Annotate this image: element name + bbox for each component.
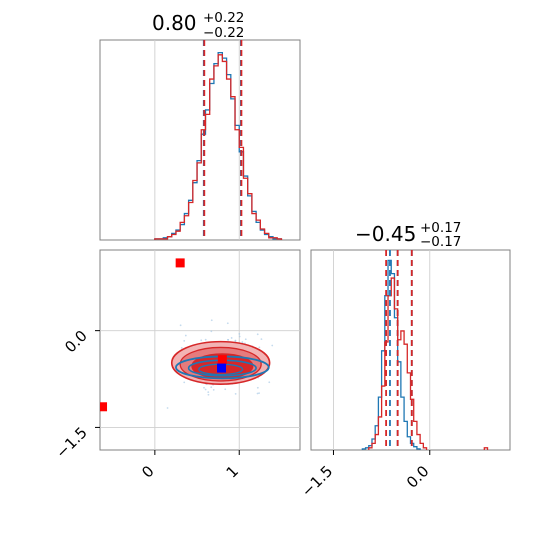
- param2-title-minus: −0.17: [420, 234, 461, 250]
- scatter-point: [226, 322, 229, 325]
- histogram-param1-red: [154, 54, 283, 240]
- tick-label-x-param2: −1.5: [298, 462, 336, 500]
- param2-title-value: −0.45: [355, 222, 416, 246]
- histogram-param2-frame: [310, 249, 511, 451]
- marker-red: [100, 402, 108, 412]
- scatter-point: [183, 381, 186, 384]
- scatter-point: [268, 381, 271, 384]
- tick-label-y-param2: −1.5: [52, 424, 90, 462]
- marker-blue: [217, 363, 227, 373]
- tick-label-y-param2: 0.0: [61, 327, 91, 357]
- scatter-point: [204, 388, 207, 391]
- scatter-point: [234, 339, 237, 342]
- scatter-point: [260, 338, 263, 341]
- scatter-point: [230, 337, 233, 339]
- scatter-point: [204, 338, 207, 341]
- scatter-point: [203, 386, 205, 389]
- scatter-point: [256, 392, 259, 395]
- scatter-point: [210, 330, 213, 333]
- marker-red: [175, 258, 185, 268]
- scatter-point: [241, 341, 244, 343]
- scatter-point: [212, 388, 215, 391]
- scatter-point: [234, 392, 237, 395]
- scatter-point: [244, 338, 247, 341]
- scatter-point: [210, 319, 213, 322]
- marker-red: [217, 355, 227, 365]
- scatter-point: [210, 386, 213, 389]
- scatter-point: [271, 344, 274, 347]
- tick-label-x-param1: 0: [138, 462, 157, 481]
- scatter-point: [258, 392, 260, 394]
- scatter-point: [184, 334, 187, 337]
- scatter-point: [207, 391, 210, 394]
- scatter-point: [224, 388, 227, 391]
- scatter-point: [227, 338, 229, 341]
- scatter-point: [256, 333, 259, 336]
- scatter-point: [166, 407, 169, 409]
- scatter-point: [238, 332, 241, 335]
- scatter-point: [207, 393, 210, 396]
- scatter-point: [238, 335, 241, 338]
- scatter-point: [256, 386, 259, 389]
- histogram-param1-frame: [99, 39, 301, 241]
- scatter-point: [300, 357, 302, 359]
- tick-label-x-param2: 0.0: [403, 462, 433, 492]
- param1-title-plus: +0.22: [203, 10, 244, 26]
- scatter-point: [258, 346, 261, 349]
- param1-title-minus: −0.22: [203, 25, 244, 41]
- scatter-point: [180, 347, 183, 349]
- scatter-point: [179, 324, 182, 327]
- param1-title-value: 0.80: [152, 11, 197, 35]
- param2-title-plus: +0.17: [420, 220, 461, 236]
- scatter-point: [200, 339, 203, 342]
- tick-label-x-param1: 1: [223, 462, 242, 481]
- scatter-point: [183, 339, 186, 342]
